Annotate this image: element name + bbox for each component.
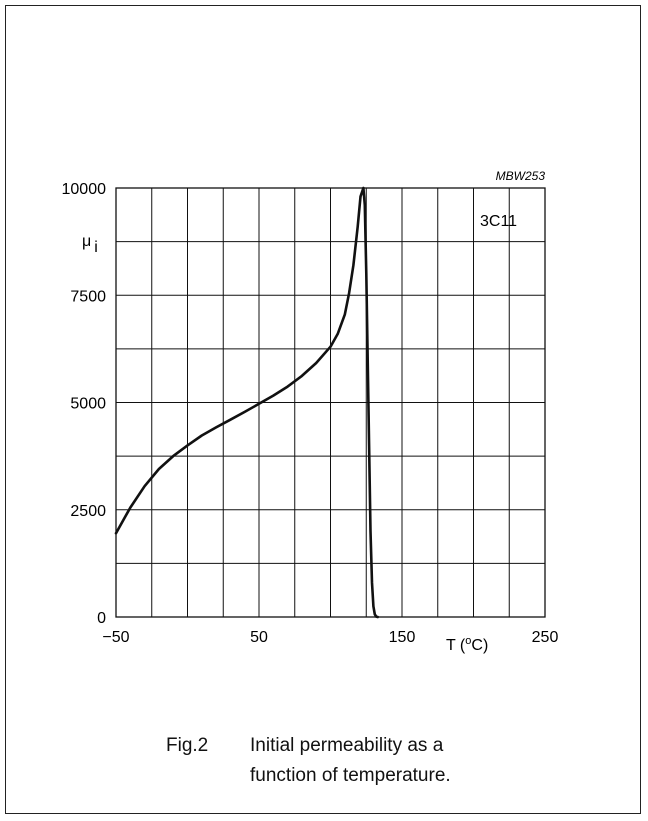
x-axis-label: T (oC) bbox=[446, 635, 488, 654]
grid bbox=[116, 188, 545, 617]
material-label: 3C11 bbox=[480, 213, 517, 230]
x-axis-label-sup: o bbox=[465, 635, 471, 647]
y-tick-label: 10000 bbox=[62, 181, 107, 198]
x-tick-label: 150 bbox=[389, 629, 416, 646]
x-tick-label: 250 bbox=[532, 629, 559, 646]
y-axis-label-sub: i bbox=[94, 239, 98, 256]
x-tick-label: 50 bbox=[250, 629, 268, 646]
y-tick-label: 2500 bbox=[70, 503, 106, 520]
figure-code: MBW253 bbox=[496, 169, 546, 183]
y-tick-label: 7500 bbox=[70, 288, 106, 305]
y-tick-label: 5000 bbox=[70, 396, 106, 413]
x-tick-label: −50 bbox=[102, 629, 129, 646]
x-axis-label-prefix: T ( bbox=[446, 637, 466, 654]
plot-border bbox=[115, 187, 546, 618]
y-tick-label: 0 bbox=[97, 610, 106, 627]
data-series bbox=[114, 186, 379, 619]
y-axis-label-main: μ bbox=[82, 233, 91, 250]
series-line-permeability bbox=[114, 186, 379, 619]
figure-frame bbox=[5, 5, 641, 814]
x-axis-label-suffix: C) bbox=[471, 637, 488, 654]
